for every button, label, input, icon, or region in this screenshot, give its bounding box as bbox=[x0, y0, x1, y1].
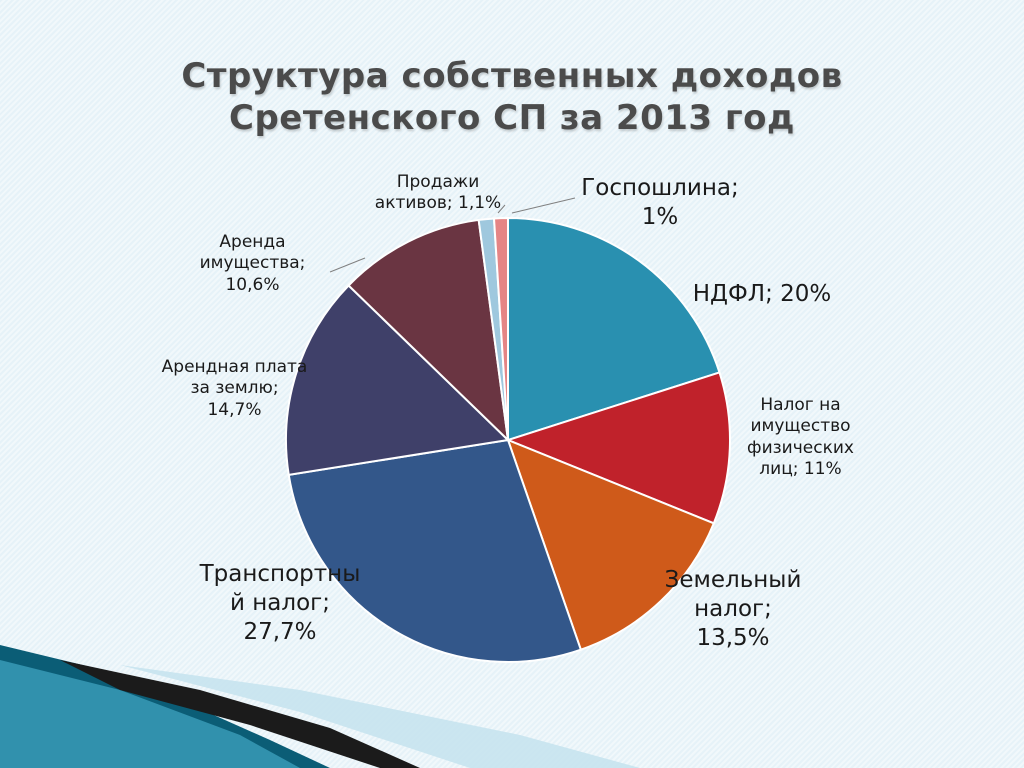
leader-line-1 bbox=[511, 197, 576, 214]
swoosh-pale-band bbox=[120, 665, 640, 768]
pie-slice-4 bbox=[285, 284, 511, 477]
slice-label-transport-tax: Транспортны й налог; 27,7% bbox=[199, 561, 361, 645]
slice-label-asset-sales: Продажи активов; 1,1% bbox=[374, 172, 502, 214]
pie-slice-7 bbox=[492, 216, 509, 441]
chart-title-line-2: Сретенского СП за 2013 год bbox=[229, 98, 795, 138]
pie-slice-1 bbox=[505, 371, 731, 525]
leader-line-0 bbox=[329, 257, 366, 273]
leader-line-2 bbox=[497, 204, 506, 214]
slice-label-land-tax: Земельный налог; 13,5% bbox=[664, 567, 802, 651]
slice-label-property-rent: Аренда имущества; 10,6% bbox=[199, 232, 306, 295]
pie-slice-3 bbox=[287, 438, 583, 663]
swoosh-light-band bbox=[0, 660, 300, 768]
slice-label-property-tax: Налог на имущество физических лиц; 11% bbox=[747, 395, 854, 479]
pie-slice-0 bbox=[507, 216, 721, 442]
slice-label-state-duty: Госпошлина; 1% bbox=[581, 175, 739, 230]
slice-label-ndfl: НДФЛ; 20% bbox=[692, 281, 832, 307]
pie-slice-5 bbox=[347, 218, 510, 443]
swoosh-black-stripe bbox=[60, 660, 420, 768]
slice-label-land-rent: Арендная плата за землю; 14,7% bbox=[161, 357, 308, 420]
chart-title-line-1: Структура собственных доходов bbox=[181, 56, 843, 96]
pie-slice-2 bbox=[506, 438, 716, 651]
